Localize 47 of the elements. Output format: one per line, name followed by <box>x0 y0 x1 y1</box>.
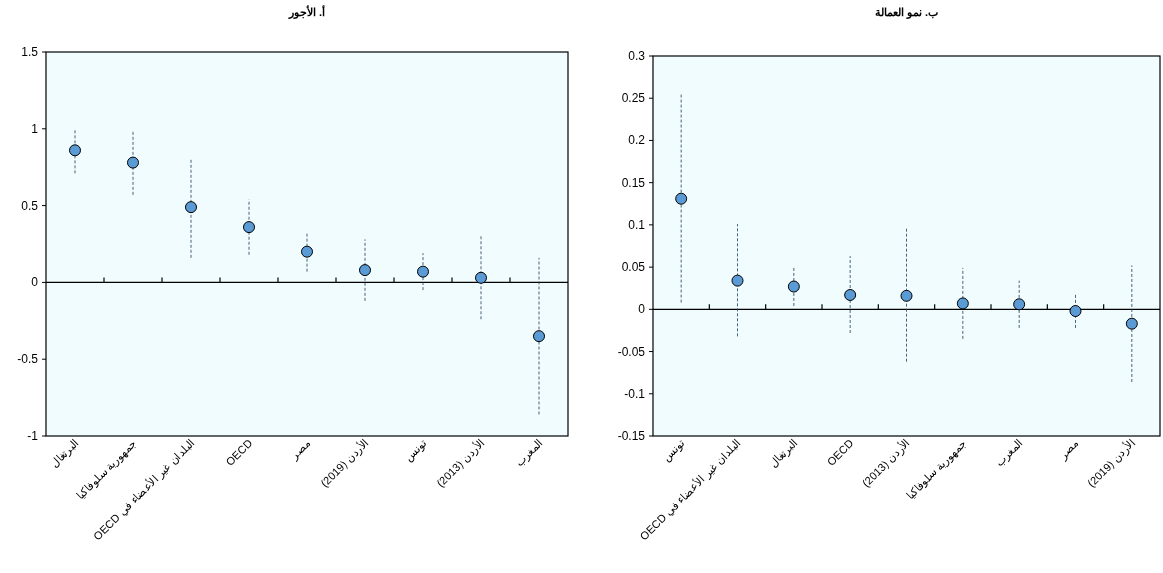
x-tick-label: الأردن (2019) <box>317 436 372 490</box>
x-tick-label: البرتغال <box>766 436 800 471</box>
chart-title: ب. نمو العمالة <box>874 6 939 19</box>
y-tick-label: -0.15 <box>617 429 646 443</box>
y-tick-label: -1 <box>27 429 39 443</box>
x-tick-label: البرتغال <box>47 436 82 471</box>
y-tick-label: 0.25 <box>621 91 646 106</box>
x-tick-label: مصر <box>287 436 314 463</box>
point <box>243 221 255 234</box>
x-tick-label: المغرب <box>512 436 546 470</box>
point <box>185 201 197 214</box>
point <box>900 289 913 302</box>
point <box>1125 317 1138 330</box>
point <box>1013 298 1026 311</box>
y-tick-label: -0.5 <box>17 352 39 367</box>
point <box>787 280 800 293</box>
y-tick-label: 0.2 <box>628 133 646 148</box>
x-tick-label: تونس <box>659 436 688 465</box>
x-tick-label: الأردن (2019) <box>1084 436 1138 490</box>
point <box>359 264 371 277</box>
point <box>956 297 969 310</box>
y-tick-label: 0 <box>638 302 646 317</box>
y-tick-label: 1.5 <box>21 45 39 59</box>
y-tick-label: 0.5 <box>21 198 39 213</box>
y-tick-label: 0 <box>31 275 39 290</box>
y-tick-label: 0.15 <box>621 175 646 190</box>
point <box>844 288 857 301</box>
point <box>127 156 139 169</box>
y-tick-label: -0.1 <box>624 386 646 401</box>
x-tick-label: تونس <box>401 436 430 465</box>
point <box>533 330 545 343</box>
point <box>301 245 313 258</box>
y-tick-label: 0.1 <box>628 217 646 232</box>
x-tick-label: الأردن (2013) <box>433 436 488 490</box>
y-tick-label: -0.05 <box>617 344 646 359</box>
y-tick-label: 1 <box>31 121 39 136</box>
x-tick-label: المغرب <box>992 436 1026 470</box>
point <box>731 274 744 287</box>
y-tick-label: 0.05 <box>621 260 646 275</box>
point <box>475 271 487 284</box>
point <box>1069 305 1082 318</box>
point <box>69 144 81 157</box>
x-tick-label: مصر <box>1056 436 1082 463</box>
point <box>675 192 688 205</box>
chart-title: أ. الأجور <box>287 5 326 19</box>
y-tick-label: 0.3 <box>628 49 646 63</box>
point <box>417 265 429 278</box>
